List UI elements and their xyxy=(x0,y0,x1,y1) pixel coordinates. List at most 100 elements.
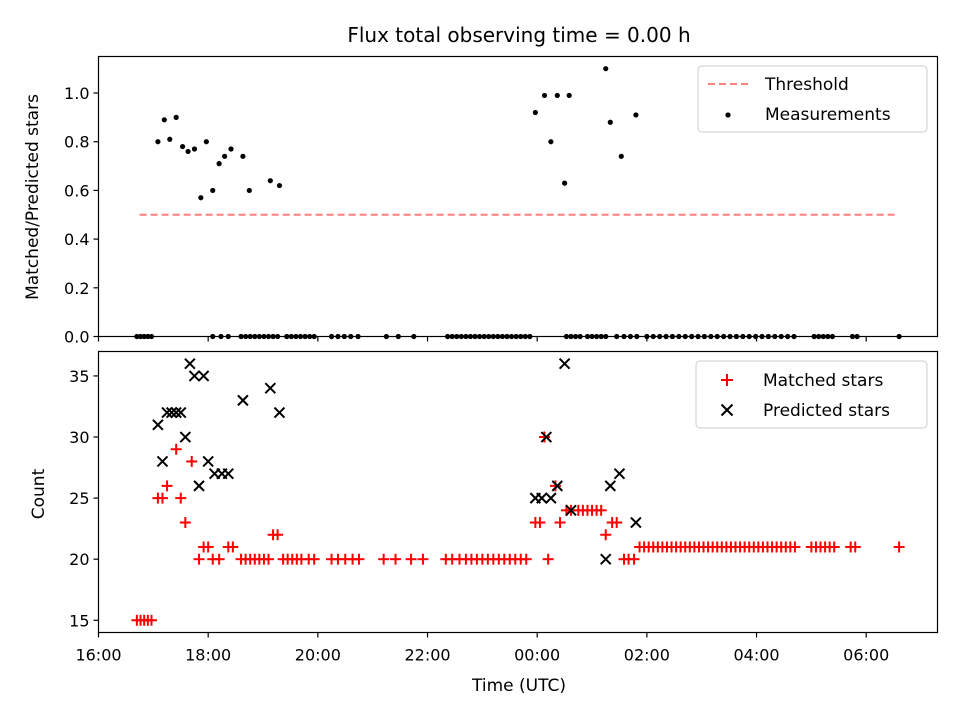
predicted-point xyxy=(184,358,196,370)
ratio-y-tick-label: 0.6 xyxy=(64,181,89,200)
predicted-point xyxy=(604,480,617,492)
measurement-point xyxy=(276,182,283,189)
predicted-point xyxy=(197,370,210,382)
matched-point xyxy=(161,480,173,492)
measurement-point xyxy=(228,146,234,152)
matched-point xyxy=(828,541,840,553)
matched-legend-icon xyxy=(721,374,733,386)
matched-point xyxy=(262,553,274,565)
count-y-tick-label: 30 xyxy=(69,428,89,447)
predicted-point xyxy=(179,431,192,443)
measurement-point xyxy=(210,187,216,194)
ratio-y-tick-label: 0.4 xyxy=(64,230,89,249)
matched-point xyxy=(213,553,225,565)
count-y-label: Count xyxy=(29,468,49,519)
predicted-point xyxy=(156,455,169,468)
x-axis-label: Time (UTC) xyxy=(471,676,566,696)
predicted-point xyxy=(536,492,548,504)
ratio-y-tick-label: 0.0 xyxy=(64,328,89,347)
ratio-plot-frame xyxy=(97,55,939,338)
predicted-point xyxy=(188,370,201,382)
measurement-point xyxy=(173,114,179,120)
matched-point xyxy=(390,553,402,565)
measurement-point xyxy=(161,117,167,123)
predicted-point xyxy=(264,382,277,394)
matched-point xyxy=(520,553,532,565)
measurement-point xyxy=(167,136,173,142)
matched-point xyxy=(417,553,429,565)
matched-point xyxy=(542,553,554,565)
measurement-point xyxy=(155,139,161,145)
measurement-point xyxy=(191,146,198,152)
predicted-point xyxy=(558,358,571,370)
ratio-y-axis: 0.0 0.2 0.4 0.6 0.8 1.0 xyxy=(64,84,99,347)
measurement-point xyxy=(566,92,572,99)
predicted-point xyxy=(630,516,642,529)
matched-point xyxy=(193,553,205,565)
matched-point xyxy=(405,553,417,565)
ratio-legend: Threshold Measurements xyxy=(697,65,928,133)
predicted-legend-label: Predicted stars xyxy=(763,401,890,421)
measurements-legend-icon xyxy=(725,112,731,118)
predicted-point xyxy=(237,394,249,407)
x-tick-label: 02:00 xyxy=(624,646,670,665)
predicted-point xyxy=(273,406,286,419)
measurement-point xyxy=(618,153,624,159)
x-tick-label: 20:00 xyxy=(295,646,341,665)
measurement-point xyxy=(633,112,639,118)
matched-point xyxy=(893,541,905,553)
count-legend: Matched stars Predicted stars xyxy=(695,360,928,429)
measurement-point xyxy=(222,153,228,159)
matched-point xyxy=(170,443,182,455)
matched-point xyxy=(549,480,561,492)
x-tick-label: 18:00 xyxy=(185,646,231,665)
ratio-x-ticks xyxy=(97,336,867,342)
threshold-legend-label: Threshold xyxy=(764,75,849,95)
x-tick-label: 16:00 xyxy=(75,646,121,665)
count-marks xyxy=(131,358,905,626)
predicted-point xyxy=(161,406,173,419)
count-y-tick-label: 35 xyxy=(69,367,89,386)
count-y-tick-label: 25 xyxy=(69,489,89,508)
x-tick-label: 00:00 xyxy=(514,646,560,665)
measurement-point xyxy=(541,92,548,99)
chart-title: Flux total observing time = 0.00 h xyxy=(347,23,690,47)
count-x-axis: 16:00 18:00 20:00 22:00 00:00 02:00 04:00 06:00 xyxy=(75,632,889,665)
matched-point xyxy=(146,614,158,626)
matched-point xyxy=(534,517,546,529)
matched-point xyxy=(789,541,801,553)
measurements-legend-label: Measurements xyxy=(765,105,891,125)
measurement-point xyxy=(203,139,209,145)
predicted-point xyxy=(170,406,182,419)
ratio-y-tick-label: 0.2 xyxy=(64,279,89,298)
matched-point xyxy=(611,517,623,529)
count-y-tick-label: 20 xyxy=(69,550,89,569)
measurement-point xyxy=(246,187,252,194)
matched-point xyxy=(156,492,168,504)
x-tick-label: 06:00 xyxy=(843,646,889,665)
count-panel: 15 20 25 30 35 16:00 18:00 20:00 22:00 00:00 02:0… xyxy=(29,350,939,696)
matched-point xyxy=(378,553,390,565)
measurement-point xyxy=(267,178,273,184)
ratio-y-tick-label: 0.8 xyxy=(64,133,89,152)
predicted-point xyxy=(551,480,564,492)
predicted-point xyxy=(175,406,187,419)
ratio-legend-box xyxy=(697,65,928,133)
matched-point xyxy=(227,541,239,553)
predicted-legend-icon xyxy=(720,403,734,417)
matched-point xyxy=(600,529,612,541)
predicted-point xyxy=(540,431,553,443)
matched-point xyxy=(308,553,320,565)
measurement-point xyxy=(548,139,554,145)
predicted-point xyxy=(165,406,178,419)
measurement-point xyxy=(562,180,568,186)
matched-point xyxy=(202,541,214,553)
ratio-y-tick-label: 1.0 xyxy=(64,84,89,103)
measurement-point xyxy=(554,92,560,99)
predicted-point xyxy=(193,480,205,492)
predicted-point xyxy=(222,467,234,480)
measurement-point xyxy=(607,119,613,125)
predicted-point xyxy=(600,553,612,565)
predicted-point xyxy=(545,492,557,504)
